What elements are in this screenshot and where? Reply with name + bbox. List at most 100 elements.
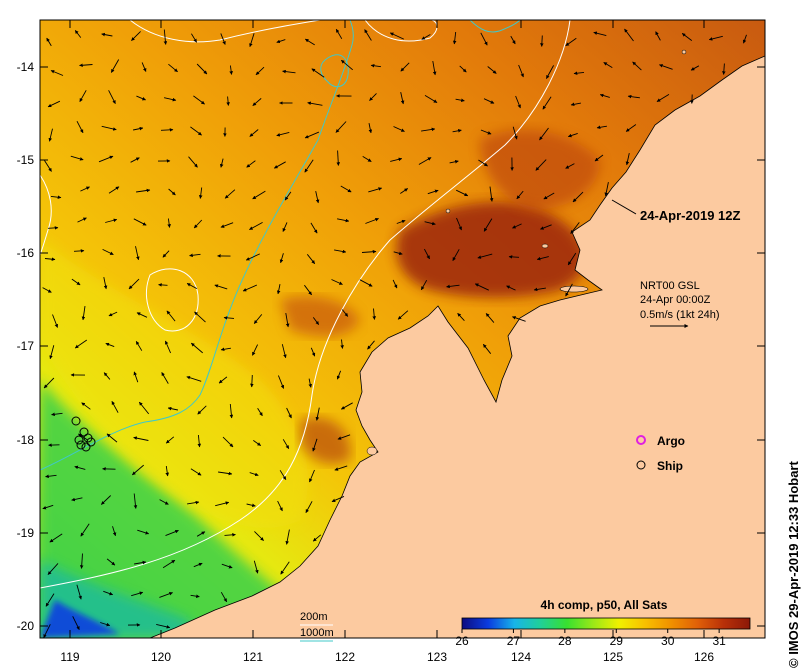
current-vector (480, 129, 492, 135)
current-vector (310, 222, 318, 234)
current-vector (369, 93, 377, 101)
current-vector (276, 39, 286, 44)
cool-water-patch (40, 380, 300, 638)
current-vector (364, 29, 372, 41)
current-vector (361, 249, 377, 254)
current-vector (277, 500, 283, 512)
current-vector (489, 186, 494, 202)
current-vector (625, 153, 630, 166)
colorbar-tick-label: 28 (558, 634, 572, 648)
current-vector (222, 436, 234, 448)
current-vector (285, 529, 290, 545)
current-vector (133, 493, 138, 509)
current-vector (74, 30, 82, 38)
current-vector (72, 616, 80, 631)
current-vector (311, 68, 325, 78)
current-vector (625, 124, 637, 132)
current-vector (106, 433, 118, 443)
current-vector (47, 100, 61, 108)
current-vector (249, 33, 255, 48)
current-vector (51, 412, 63, 417)
current-vector (165, 465, 170, 477)
current-vector (478, 159, 488, 167)
current-vector (70, 155, 84, 161)
current-vector (273, 161, 286, 169)
current-vector (223, 316, 235, 320)
current-vector (452, 31, 457, 45)
current-vector (50, 195, 62, 200)
current-vector (78, 433, 88, 441)
current-vector (224, 189, 236, 199)
current-vector (219, 158, 224, 168)
current-vector (226, 96, 230, 106)
current-vector (137, 529, 150, 535)
current-vector (400, 92, 405, 105)
current-vector (162, 559, 176, 569)
current-vector (542, 96, 552, 110)
current-vector (370, 63, 381, 68)
current-vector (449, 159, 459, 164)
current-vector (279, 470, 287, 481)
current-vector (334, 465, 348, 471)
current-vector (168, 63, 178, 73)
current-vector (656, 94, 670, 102)
current-vector (49, 533, 63, 543)
current-vector (165, 529, 179, 537)
current-vector (229, 403, 234, 419)
current-vector (336, 150, 341, 166)
current-vector (76, 584, 82, 600)
map-plot-area (40, 20, 765, 638)
current-vector (253, 314, 263, 324)
island (445, 208, 451, 214)
island (559, 285, 589, 293)
current-vector (596, 125, 607, 130)
island (681, 49, 687, 55)
current-vector (722, 63, 726, 75)
current-vector (305, 501, 313, 514)
current-vector (341, 59, 353, 71)
current-vector (482, 344, 492, 354)
current-vector (130, 157, 140, 163)
current-vector (306, 254, 316, 264)
current-vector (518, 64, 524, 78)
current-vector (483, 218, 493, 232)
current-vector (253, 440, 261, 446)
current-vector (132, 464, 144, 476)
current-vector (100, 495, 112, 505)
current-vector (427, 189, 439, 195)
current-vector (690, 65, 700, 71)
current-vector (418, 157, 432, 165)
current-vector (624, 28, 634, 42)
current-vector (340, 185, 352, 193)
current-vector (79, 90, 87, 103)
current-vector (310, 347, 316, 357)
current-vector (474, 283, 489, 291)
current-vector (567, 132, 578, 138)
current-vector (193, 219, 203, 229)
current-vector (215, 501, 230, 507)
current-vector (599, 93, 610, 98)
current-vector (133, 126, 144, 131)
current-vector (512, 223, 522, 229)
current-vector (198, 187, 203, 199)
colorbar-bar (461, 617, 751, 630)
current-vector (512, 316, 526, 322)
current-vector (304, 284, 312, 296)
current-vector (276, 284, 281, 295)
ship-marker (81, 442, 91, 452)
ship-marker (71, 416, 81, 426)
current-vector (254, 531, 264, 541)
current-vector (163, 29, 168, 45)
isobath-200m (40, 20, 571, 589)
current-vector (565, 283, 573, 297)
current-vector (42, 287, 52, 293)
current-vector (742, 34, 747, 44)
current-vector (105, 342, 115, 348)
current-vector (103, 277, 108, 290)
current-vector (134, 560, 147, 565)
current-vector (187, 500, 200, 505)
x-tick-label: 120 (151, 650, 171, 664)
current-vector (452, 249, 460, 262)
colorbar-tick-label: 31 (712, 634, 726, 648)
